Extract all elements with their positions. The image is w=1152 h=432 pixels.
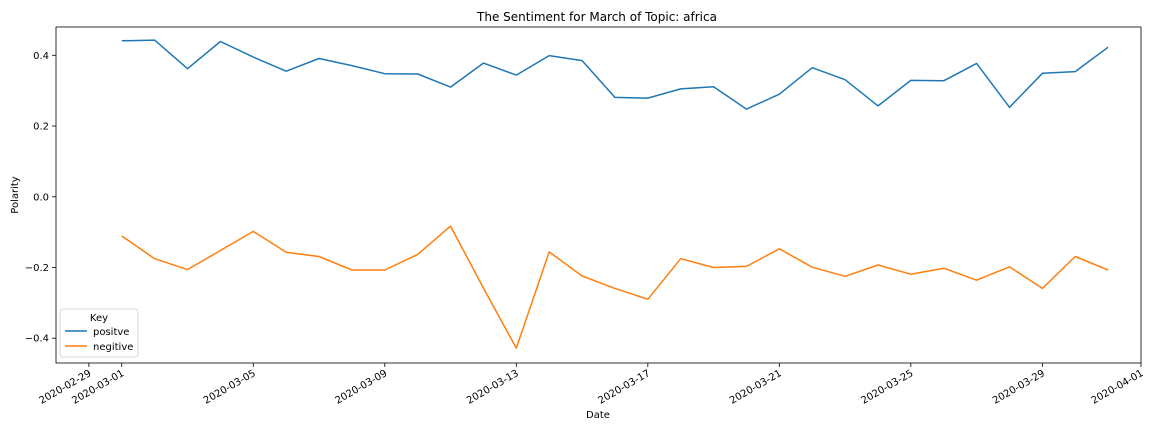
x-axis-label: Date (586, 410, 610, 421)
legend-label: positve (93, 327, 129, 338)
y-tick-label: −0.4 (25, 334, 49, 345)
legend-title: Key (90, 313, 108, 324)
y-tick-label: 0.4 (33, 51, 49, 62)
series-lines (121, 39, 1109, 349)
chart-title: The Sentiment for March of Topic: africa (476, 10, 717, 24)
y-axis-ticks: 0.4 0.2 0.0 −0.2 −0.4 (25, 51, 56, 345)
legend-items: positve negitive (65, 327, 133, 353)
legend-label: negitive (93, 342, 133, 353)
legend-box (59, 308, 139, 358)
y-axis-label: Polarity (10, 176, 21, 214)
plot-frame (55, 26, 1142, 364)
series-line-negitive (121, 225, 1109, 349)
y-tick-label: 0.0 (33, 192, 49, 203)
y-tick-label: −0.2 (25, 263, 49, 274)
legend: Key positve negitive (59, 308, 139, 358)
series-line-positve (121, 39, 1109, 110)
y-tick-label: 0.2 (33, 122, 49, 133)
